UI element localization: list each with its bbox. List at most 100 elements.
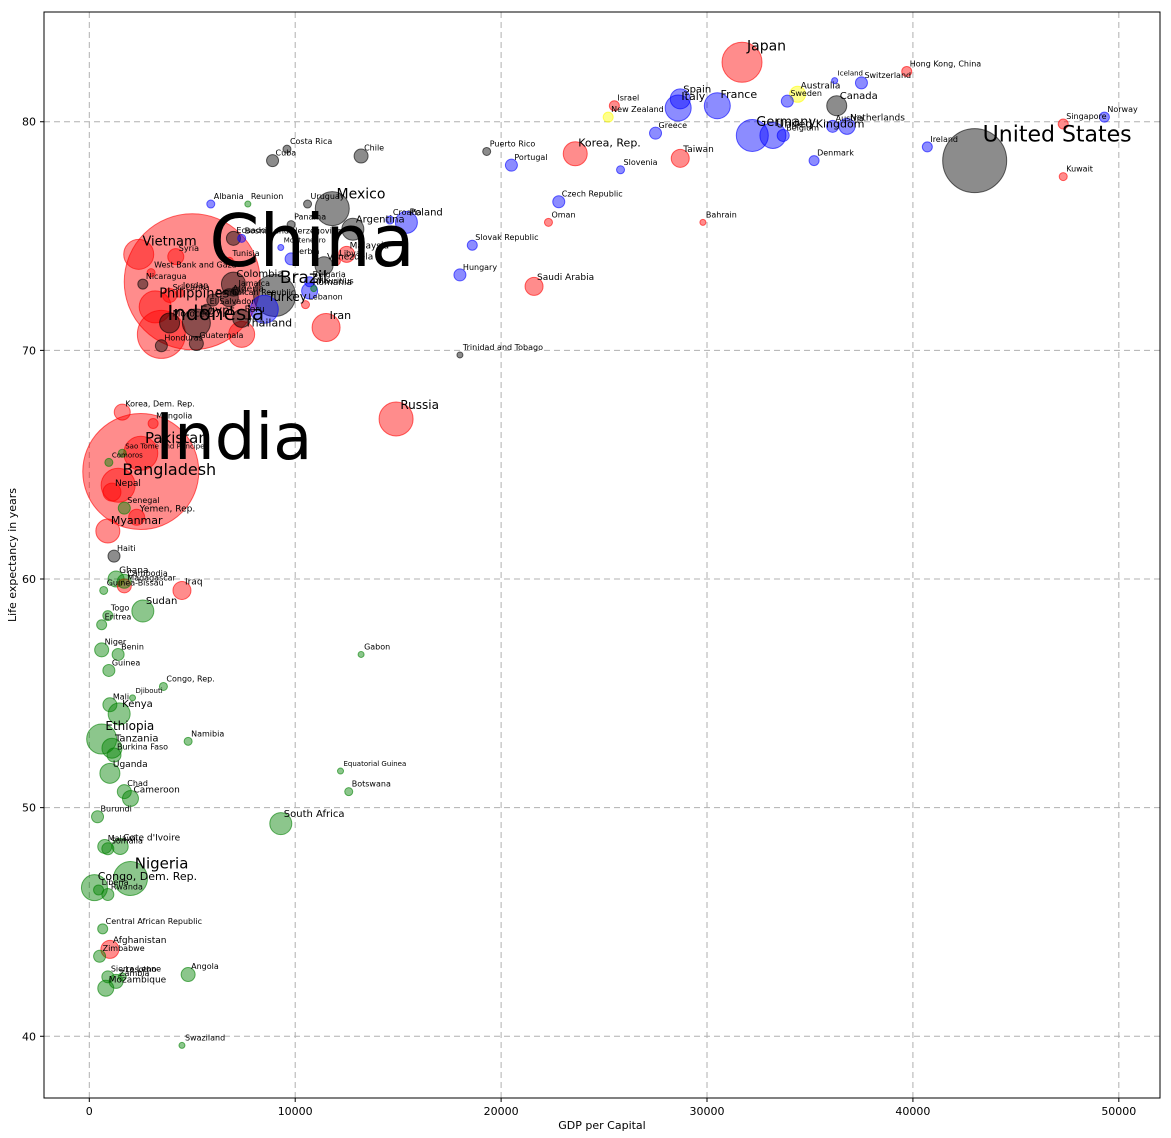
data-point [269, 812, 293, 836]
data-point-label: Croatia [393, 208, 422, 217]
data-point-label: Philippines [159, 286, 229, 301]
data-point [266, 154, 280, 168]
data-point-label: Yemen, Rep. [139, 504, 196, 514]
data-point [82, 413, 200, 531]
data-point-label: Israel [617, 94, 639, 103]
data-point [831, 77, 839, 85]
data-point-label: Guinea [112, 658, 140, 667]
y-tick-label: 80 [22, 116, 36, 129]
data-point [117, 501, 131, 515]
data-point-label: Honduras [164, 334, 203, 343]
data-point [669, 88, 691, 110]
data-point-label: Angola [191, 962, 219, 971]
data-point-label: Egypt [200, 304, 235, 318]
data-point [102, 610, 114, 622]
data-point [108, 973, 124, 989]
data-point [102, 482, 122, 502]
data-point [304, 276, 316, 288]
x-tick-label: 20000 [484, 1105, 519, 1118]
data-point [394, 210, 418, 234]
data-point [277, 243, 285, 251]
data-point [649, 126, 663, 140]
data-point-label: Malawi [108, 834, 136, 843]
data-point [101, 842, 115, 856]
data-point-label: Liberia [102, 878, 129, 887]
data-point-label: Ghana [119, 566, 148, 576]
data-point-label: Comoros [112, 451, 143, 459]
data-point [123, 238, 155, 270]
data-point [224, 256, 234, 266]
data-point [1098, 111, 1110, 123]
data-point-label: Cuba [276, 149, 297, 158]
data-point [99, 762, 121, 784]
data-point-label: Lesotho [125, 965, 157, 974]
data-point-label: Costa Rica [290, 137, 332, 146]
data-point-label: Slovak Republic [475, 233, 538, 242]
data-point-label: Libya [339, 249, 360, 258]
data-point [703, 92, 731, 120]
data-point-label: Montenegro [284, 236, 326, 244]
data-point-label: Greece [659, 121, 688, 130]
data-point [117, 972, 127, 982]
data-point [378, 401, 414, 437]
data-point-label: Eritrea [105, 613, 132, 622]
data-point [310, 285, 318, 293]
data-point-label: Austria [836, 114, 864, 123]
data-point [337, 767, 345, 775]
data-point-label: China [209, 199, 415, 283]
data-point [106, 747, 122, 763]
data-point [147, 418, 159, 430]
data-point [201, 303, 213, 315]
data-point [116, 573, 132, 589]
data-point-label: Togo [110, 604, 130, 613]
data-point-label: Portugal [514, 153, 547, 162]
data-point-label: Equatorial Guinea [344, 760, 407, 768]
data-point [101, 888, 115, 902]
data-point [303, 199, 313, 209]
data-point [338, 245, 356, 263]
data-point-label: Ireland [930, 135, 958, 144]
data-point-label: Namibia [191, 729, 224, 738]
data-point [826, 119, 840, 133]
data-point-label: Czech Republic [562, 190, 623, 199]
y-tick-label: 70 [22, 344, 36, 357]
data-point-label: Haiti [117, 544, 136, 553]
data-point [129, 694, 137, 702]
data-point-label: Jordan [182, 281, 208, 290]
data-point-label: Madagascar [127, 573, 176, 582]
data-point-label: Tanzania [114, 734, 159, 745]
data-point-label: Iraq [185, 577, 203, 587]
data-point [284, 252, 298, 266]
data-point-label: Rwanda [111, 882, 143, 891]
data-point-label: Bangladesh [122, 460, 216, 479]
data-point-label: Korea, Rep. [578, 137, 641, 150]
data-point-label: Uganda [113, 760, 148, 770]
data-point [854, 76, 868, 90]
data-point [776, 128, 790, 142]
data-point [101, 970, 115, 984]
data-point [300, 300, 310, 310]
data-point [123, 435, 159, 471]
data-point [244, 200, 252, 208]
data-point-label: Iran [330, 309, 352, 322]
data-point [102, 697, 118, 713]
data-point-label: Korea, Dem. Rep. [125, 399, 194, 408]
grid-lines [44, 12, 1160, 1098]
data-point-label: Zimbabwe [103, 944, 145, 953]
data-point-label: Thailand [244, 317, 292, 330]
data-point-label: Malaysia [350, 242, 389, 252]
data-point [249, 294, 279, 324]
data-point-label: Iceland [838, 70, 863, 78]
data-point-label: Morocco [173, 309, 211, 319]
data-point [286, 220, 296, 230]
data-point-label: Russia [400, 398, 439, 412]
data-point [225, 230, 241, 246]
data-point [206, 293, 220, 307]
x-tick-label: 0 [86, 1105, 93, 1118]
data-point-label: Djibouti [136, 687, 163, 695]
data-point [230, 286, 240, 296]
data-point-label: Central African Republic [106, 917, 202, 926]
x-tick-label: 30000 [690, 1105, 725, 1118]
